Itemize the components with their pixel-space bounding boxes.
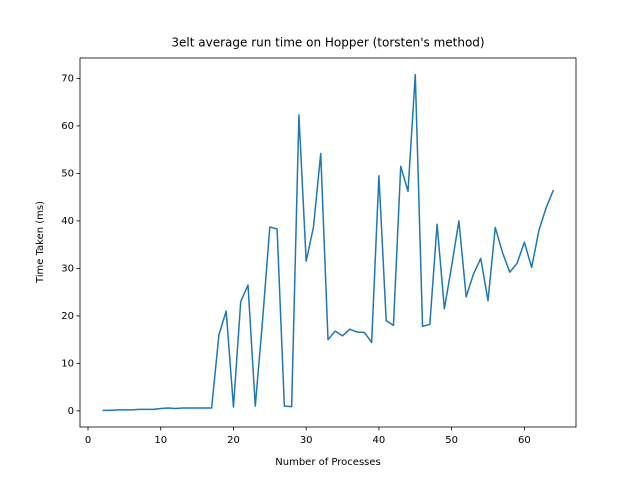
x-tick-label: 60: [518, 435, 531, 446]
y-tick-label: 70: [61, 73, 74, 84]
x-axis-label: Number of Processes: [275, 457, 380, 468]
data-line: [102, 73, 555, 412]
y-tick-label: 20: [61, 311, 74, 322]
y-tick-label: 60: [61, 121, 74, 132]
y-tick-label: 10: [61, 358, 74, 369]
y-tick-label: 40: [61, 216, 74, 227]
y-axis-label: Time Taken (ms): [35, 201, 46, 284]
x-tick-label: 20: [227, 435, 240, 446]
x-tick-label: 40: [373, 435, 386, 446]
y-tick-label: 50: [61, 168, 74, 179]
y-tick-label: 30: [61, 263, 74, 274]
y-tick-label: 0: [68, 406, 74, 417]
x-tick-label: 0: [85, 435, 91, 446]
x-tick-label: 30: [300, 435, 313, 446]
plot-frame: [79, 57, 577, 428]
chart-title: 3elt average run time on Hopper (torsten…: [171, 36, 484, 50]
x-tick-label: 50: [445, 435, 458, 446]
x-tick-label: 10: [154, 435, 167, 446]
